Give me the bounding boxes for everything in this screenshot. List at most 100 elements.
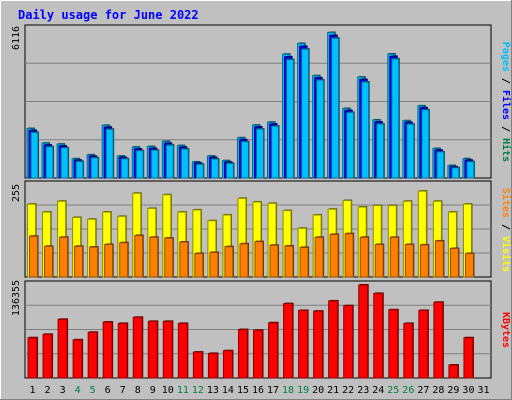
bar-pages-day-7: [120, 158, 129, 179]
bar-sites-day-10: [164, 237, 174, 278]
legend-part: Pages: [500, 42, 511, 72]
bar-sites-day-18: [284, 245, 294, 278]
bar-kbytes-day-16: [253, 329, 263, 379]
x-axis-labels: 1 2 3 4 5 6 7 8 9 10 11 12 13 14 15 16 17 18 19 20 21 22 23 24 2…: [30, 385, 490, 396]
bar-sites-day-24: [374, 244, 384, 278]
bar-pages-day-5: [90, 157, 99, 179]
bar-kbytes-day-20: [313, 310, 324, 379]
bar-pages-day-13: [210, 158, 219, 179]
x-tick-label: 15: [237, 385, 249, 396]
bar-pages-day-11: [180, 148, 189, 179]
bar-kbytes-day-19: [298, 309, 309, 379]
x-tick-label: 25: [387, 385, 399, 396]
x-tick-label: 13: [207, 385, 219, 396]
x-tick-label: 28: [432, 385, 444, 396]
bar-kbytes-day-27: [418, 309, 429, 379]
bar-pages-day-22: [346, 111, 355, 179]
bar-pages-day-8: [135, 150, 144, 179]
bar-kbytes-day-29: [448, 364, 459, 379]
bar-kbytes-day-8: [132, 316, 143, 379]
y-max-label: 6116: [11, 26, 22, 50]
bar-sites-day-7: [119, 242, 129, 278]
bar-sites-day-8: [134, 235, 144, 278]
legend-label: Sites / Visits: [500, 188, 512, 272]
bar-sites-day-2: [44, 245, 54, 278]
bar-pages-day-24: [376, 123, 385, 179]
x-tick-label: 27: [417, 385, 429, 396]
bar-kbytes-day-2: [42, 333, 53, 379]
x-tick-label: 12: [192, 385, 204, 396]
bar-pages-day-20: [316, 79, 325, 179]
bar-pages-day-2: [45, 146, 54, 179]
bar-sites-day-19: [299, 246, 309, 278]
bar-pages-day-6: [105, 128, 114, 179]
x-tick-label: 10: [162, 385, 174, 396]
bar-kbytes-day-5: [87, 331, 98, 379]
bar-sites-day-26: [404, 244, 414, 278]
bar-kbytes-day-30: [463, 337, 474, 379]
x-tick-label: 30: [462, 385, 474, 396]
bar-pages-day-21: [331, 37, 340, 179]
chart-title: Daily usage for June 2022: [18, 8, 199, 22]
bar-pages-day-18: [286, 59, 295, 179]
y-max-label: 255: [11, 184, 22, 202]
x-tick-label: 4: [75, 385, 81, 396]
bar-kbytes-day-7: [117, 322, 128, 379]
bar-sites-day-6: [104, 244, 114, 278]
bar-pages-day-10: [165, 144, 174, 179]
legend-part: KBytes: [500, 312, 511, 348]
x-tick-label: 21: [327, 385, 339, 396]
x-tick-label: 11: [177, 385, 189, 396]
bar-kbytes-day-1: [27, 337, 38, 379]
legend-part: Files: [500, 90, 512, 120]
x-tick-label: 18: [282, 385, 294, 396]
legend-part: /: [500, 72, 511, 90]
bar-sites-day-20: [314, 236, 324, 278]
bar-pages-day-14: [225, 162, 234, 179]
bar-kbytes-day-13: [207, 352, 218, 379]
x-tick-label: 7: [120, 385, 126, 396]
bar-sites-day-12: [194, 253, 204, 278]
panel-kbytes: 136355 KBytes: [11, 280, 511, 379]
bar-pages-day-23: [361, 81, 370, 179]
x-tick-label: 22: [342, 385, 354, 396]
bar-sites-day-27: [419, 244, 429, 278]
bar-kbytes-day-21: [328, 300, 339, 379]
bar-kbytes-day-22: [343, 305, 354, 379]
x-tick-label: 6: [105, 385, 111, 396]
bar-sites-day-3: [59, 236, 69, 278]
legend-part: Sites: [500, 188, 512, 218]
bar-sites-day-22: [344, 233, 354, 278]
panel-hits-files-pages: 6116 Pages / Files / Hits: [11, 24, 512, 179]
bar-pages-day-3: [60, 147, 69, 179]
bar-pages-day-17: [271, 125, 280, 179]
bar-pages-day-29: [451, 167, 460, 179]
bar-pages-day-19: [301, 48, 310, 179]
bar-kbytes-day-15: [237, 329, 248, 379]
x-tick-label: 8: [135, 385, 141, 396]
y-max-label: 136355: [11, 280, 22, 316]
legend-label: KBytes: [500, 312, 511, 348]
bar-pages-day-28: [436, 151, 445, 179]
x-tick-label: 19: [297, 385, 309, 396]
bar-pages-day-27: [421, 109, 430, 179]
bar-kbytes-day-26: [403, 322, 414, 379]
bar-kbytes-day-4: [72, 339, 83, 379]
legend-part: /: [500, 120, 511, 138]
bar-kbytes-day-17: [268, 322, 279, 379]
bar-sites-day-5: [89, 246, 99, 278]
bar-sites-day-15: [239, 243, 249, 278]
legend-part: /: [500, 218, 511, 236]
bar-kbytes-day-28: [433, 301, 444, 379]
bar-kbytes-day-11: [177, 322, 188, 379]
panel-visits-sites: 255 Sites / Visits: [11, 180, 512, 278]
x-tick-label: 17: [267, 385, 279, 396]
bar-sites-day-30: [464, 253, 474, 278]
x-tick-label: 23: [357, 385, 369, 396]
bar-kbytes-day-12: [192, 351, 203, 379]
bar-kbytes-day-25: [388, 309, 399, 379]
bar-sites-day-13: [209, 251, 219, 278]
legend-part: Visits: [500, 236, 512, 272]
x-tick-label: 14: [222, 385, 234, 396]
